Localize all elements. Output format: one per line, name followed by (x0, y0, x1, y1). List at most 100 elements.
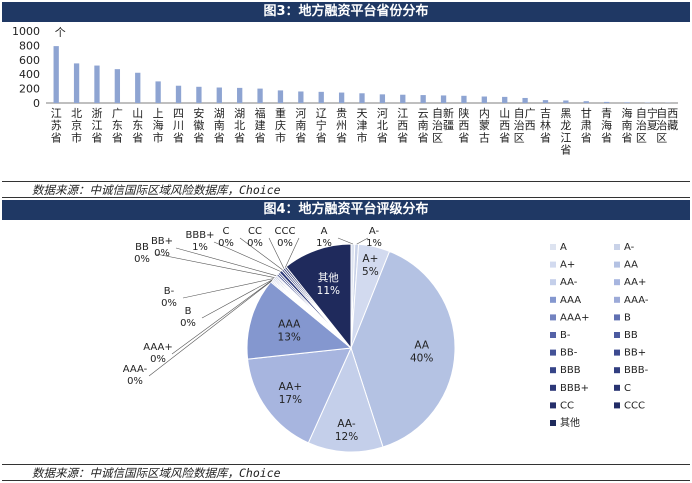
legend-swatch-16 (550, 384, 556, 391)
svg-text:贵: 贵 (336, 107, 347, 120)
legend-label-2: A+ (560, 260, 575, 271)
legend-label-9: B (624, 312, 631, 323)
svg-text:南: 南 (295, 119, 306, 132)
rating-pie-chart: A+5%AA40%AA-12%AA+17%AAA13%其他11%A1%A-1%A… (123, 226, 649, 453)
legend-label-19: CCC (624, 400, 645, 411)
x-tick-label-2: 浙江省浙江省 (91, 107, 102, 144)
pie-leader-17 (239, 237, 283, 271)
figure4-source: 数据来源：中诚信国际区域风险数据库，Choice (2, 464, 690, 481)
svg-text:省: 省 (214, 131, 225, 144)
svg-text:市: 市 (71, 130, 82, 144)
x-tick-label-9: 湖北省湖北省 (234, 107, 245, 144)
bar-15 (359, 93, 365, 103)
svg-text:省: 省 (377, 131, 388, 144)
svg-text:川: 川 (173, 119, 184, 132)
svg-text:黑: 黑 (560, 107, 571, 120)
bar-16 (379, 94, 386, 103)
svg-text:省: 省 (234, 131, 245, 144)
svg-text:市: 市 (357, 130, 368, 144)
bar-2 (94, 65, 100, 103)
legend-swatch-4 (550, 279, 556, 286)
legend-label-18: CC (560, 400, 574, 411)
svg-text:浙: 浙 (91, 107, 102, 120)
pie-label-4: AA- (337, 418, 355, 430)
pie-slice-AAplus (247, 347, 352, 444)
pie-pct-16: 1% (192, 242, 208, 253)
svg-text:肃: 肃 (581, 119, 592, 132)
x-tick-label-10: 福建省福建省 (255, 106, 266, 144)
pie-label-11: BB (135, 242, 149, 253)
svg-text:省: 省 (336, 131, 347, 144)
pie-label-8: AAA+ (143, 342, 172, 353)
svg-text:四: 四 (173, 107, 184, 120)
legend-swatch-10 (550, 332, 556, 338)
svg-text:古: 古 (479, 131, 490, 144)
figure3-source: 数据来源：中诚信国际区域风险数据库，Choice (2, 181, 690, 198)
svg-text:省: 省 (295, 131, 306, 144)
y-tick-label-2: 400 (19, 68, 40, 81)
bar-27 (603, 101, 610, 103)
pie-label-7: AAA- (123, 364, 148, 375)
svg-text:苏: 苏 (51, 119, 62, 132)
legend-swatch-6 (550, 296, 556, 303)
legend-swatch-19 (614, 402, 620, 409)
svg-text:省: 省 (51, 131, 62, 144)
pie-pct-13: 0% (154, 248, 170, 259)
x-tick-label-3: 广东省广东省 (112, 107, 123, 144)
svg-text:云: 云 (418, 107, 429, 120)
bar-24 (542, 100, 549, 103)
legend-swatch-0 (550, 244, 556, 250)
unit-label: 个 (55, 26, 66, 39)
legend-label-5: AA+ (624, 277, 646, 288)
pie-pct-1: 1% (366, 238, 382, 249)
svg-text:自: 自 (514, 107, 525, 120)
pie-label-10: B- (164, 286, 175, 297)
svg-text:安: 安 (193, 106, 204, 120)
x-tick-label-22: 山西省山西省 (499, 107, 510, 144)
pie-leader-11 (155, 253, 275, 278)
svg-text:省: 省 (173, 131, 184, 144)
svg-text:吉: 吉 (540, 107, 551, 120)
svg-text:内: 内 (479, 106, 490, 120)
pie-pct-0: 1% (316, 238, 332, 249)
legend-swatch-7 (614, 296, 620, 303)
svg-text:省: 省 (540, 131, 551, 144)
svg-text:市: 市 (275, 130, 286, 144)
pie-label-0: A (321, 226, 328, 237)
legend-label-13: BB+ (624, 348, 646, 359)
pie-label-20: 其他 (318, 271, 339, 284)
x-tick-label-29: 宁夏自治区宁夏自治区 (636, 106, 658, 144)
pie-leader-10 (182, 278, 274, 299)
pie-pct-7: 0% (127, 376, 143, 387)
svg-text:省: 省 (499, 131, 510, 144)
pie-pct-8: 0% (150, 354, 166, 365)
pie-label-5: AA+ (279, 381, 302, 393)
y-tick-label-3: 600 (19, 54, 40, 67)
svg-text:广: 广 (525, 107, 536, 120)
y-tick-label-0: 0 (33, 97, 40, 110)
legend-swatch-18 (550, 402, 556, 409)
svg-text:河: 河 (377, 107, 388, 120)
x-tick-label-19: 新疆自治区新疆自治区 (432, 106, 454, 144)
bar-25 (563, 100, 569, 103)
pie-slice-AAA (246, 281, 353, 360)
bar-11 (277, 90, 284, 103)
bar-21 (481, 96, 487, 103)
legend-swatch-17 (614, 384, 620, 391)
svg-text:上: 上 (153, 107, 164, 120)
x-tick-label-18: 云南省云南省 (418, 107, 429, 144)
svg-text:省: 省 (91, 131, 102, 144)
svg-text:海: 海 (622, 106, 633, 120)
svg-text:市: 市 (153, 130, 164, 144)
svg-text:治: 治 (656, 118, 667, 132)
x-tick-label-5: 上海市上海市 (153, 107, 164, 144)
bar-12 (298, 91, 304, 103)
svg-text:广: 广 (112, 107, 123, 120)
x-tick-label-0: 江苏省江苏省 (51, 107, 62, 144)
legend-label-1: A- (624, 242, 635, 253)
bar-9 (237, 87, 243, 103)
svg-text:龙: 龙 (560, 119, 571, 132)
legend-label-8: AAA+ (560, 312, 589, 323)
legend-swatch-13 (614, 349, 620, 356)
bar-22 (502, 96, 508, 103)
